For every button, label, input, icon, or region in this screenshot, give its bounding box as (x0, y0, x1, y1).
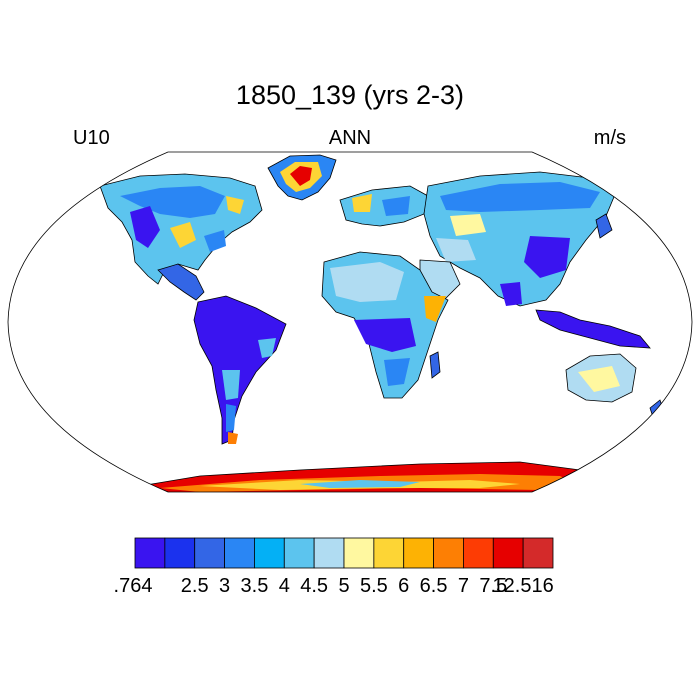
units-label: m/s (593, 127, 626, 149)
colorbar-label-7: 5.5 (360, 575, 388, 597)
colorbar-box-1 (164, 537, 196, 569)
variable-label: U10 (73, 127, 110, 149)
colorbar-label-9: 6.5 (420, 575, 448, 597)
map-title: 1850_139 (yrs 2-3) (235, 80, 465, 110)
colorbar-box-8 (373, 537, 405, 569)
map-border (7, 151, 693, 493)
colorbar-box-11 (463, 537, 494, 569)
colorbar-box-7 (343, 537, 375, 569)
colorbar-label-11: 7.5 (479, 575, 507, 597)
colorbar-label-5: 4.5 (300, 575, 328, 597)
colorbar-label-4: 4 (279, 575, 290, 597)
colorbar-label-2: 3 (219, 575, 230, 597)
colorbar-label-1: 2.5 (181, 575, 209, 597)
colorbar-label-12: 12.516 (493, 575, 554, 597)
colorbar-label-6: 5 (338, 575, 349, 597)
colorbar-box-6 (313, 537, 345, 569)
colorbar-label-10: 7 (458, 575, 469, 597)
colorbar-box-0 (134, 537, 166, 569)
colorbar-box-9 (403, 537, 434, 569)
central-america (157, 263, 205, 301)
maritime-continent (535, 309, 651, 349)
colorbar-box-5 (283, 537, 315, 569)
colorbar-label-0: .764 (114, 575, 153, 597)
colorbar-box-2 (194, 537, 225, 569)
colorbar-box-13 (522, 537, 554, 569)
season-label: ANN (328, 127, 372, 149)
colorbar-box-10 (433, 537, 464, 569)
colorbar-box-4 (254, 537, 285, 569)
colorbar-box-3 (224, 537, 255, 569)
colorbar-label-3: 3.5 (241, 575, 269, 597)
colorbar-box-12 (492, 537, 524, 569)
colorbar-label-8: 6 (398, 575, 409, 597)
